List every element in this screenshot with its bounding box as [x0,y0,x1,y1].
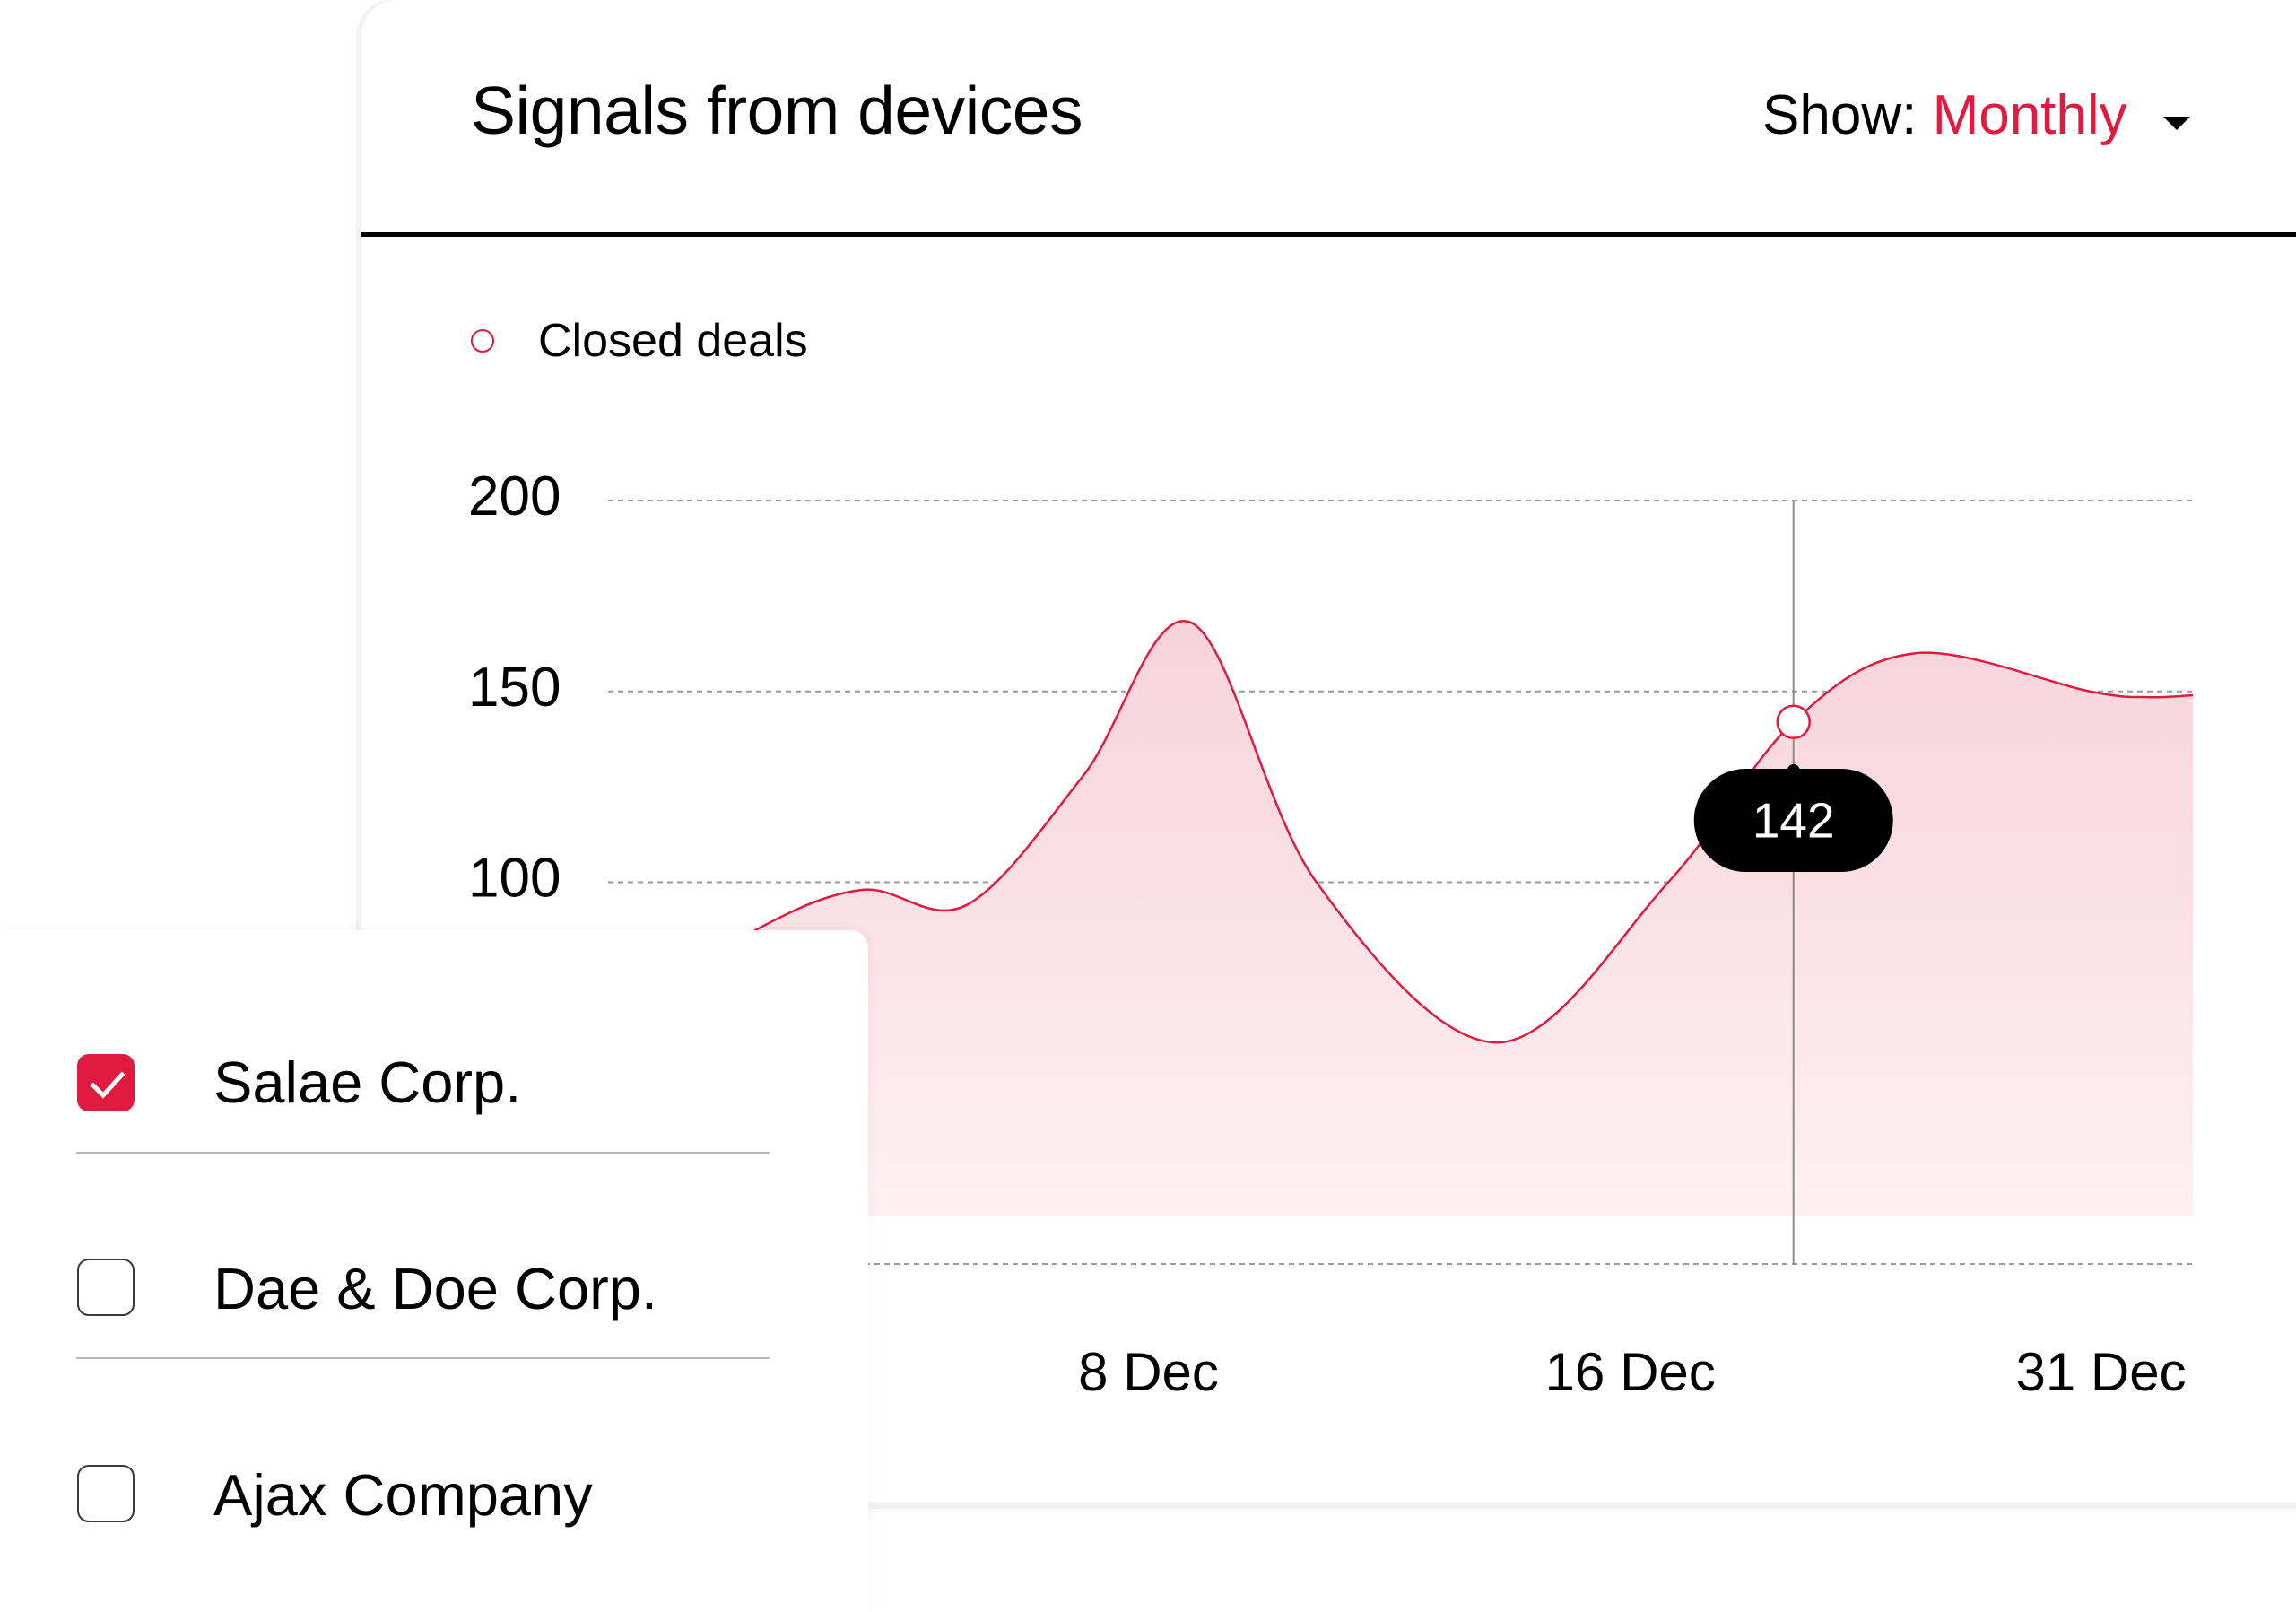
y-tick-label: 200 [468,466,561,527]
x-tick-label: 8 Dec [1078,1342,1219,1402]
company-label: Dae & Doe Corp. [213,1256,657,1321]
checkmark-icon [90,1071,126,1099]
legend-hollow-circle-icon [471,329,494,353]
list-divider [76,1357,770,1359]
company-item-salae-corp[interactable]: Salae Corp. [0,1020,868,1155]
period-dropdown-value: Monthly [1932,84,2127,146]
y-tick-label: 100 [468,848,561,910]
period-dropdown[interactable]: Show: Monthly [1762,83,2127,149]
period-dropdown-label: Show: [1762,84,1918,146]
x-tick-label: 31 Dec [2015,1342,2186,1402]
company-label: Ajax Company [213,1462,593,1528]
x-tick-label: 16 Dec [1545,1342,1716,1402]
checkbox-unchecked[interactable] [77,1259,135,1316]
company-item-ajax-company[interactable]: Ajax Company [0,1433,868,1567]
tooltip: 142 [1693,764,1893,872]
card-title: Signals from devices [471,73,1083,148]
header-divider [361,232,2296,237]
legend-label[interactable]: Closed deals [538,315,808,367]
checkbox-checked[interactable] [77,1054,135,1111]
y-axis-labels: 100 150 200 [468,466,561,910]
hover-point-marker[interactable] [1776,704,1811,740]
x-axis-labels: 8 Dec 16 Dec 31 Dec [1078,1342,2186,1402]
series-line-closed-deals [607,620,2194,1044]
company-filter-panel: Salae Corp. Dae & Doe Corp. Ajax Company [0,930,868,1612]
tooltip-value: 142 [1752,793,1835,849]
list-divider [76,1152,770,1154]
caret-down-icon[interactable] [2163,117,2190,130]
company-label: Salae Corp. [213,1050,522,1115]
tooltip-pill [1693,769,1893,872]
checkbox-unchecked[interactable] [77,1465,135,1522]
y-tick-label: 150 [468,657,561,719]
company-item-dae-doe-corp[interactable]: Dae & Doe Corp. [0,1226,868,1361]
